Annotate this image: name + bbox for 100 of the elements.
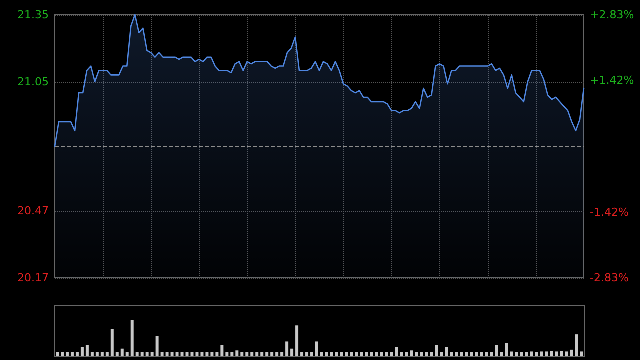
bar [96,352,99,356]
bar [120,348,124,356]
bar [240,352,244,356]
bar [545,352,548,356]
y2-tick-label: +2.83% [590,8,634,22]
bar [375,352,378,356]
bar [395,347,398,356]
bar [150,352,154,356]
bar [480,352,484,356]
bar [470,352,474,356]
y-tick-label: 20.47 [18,204,49,218]
bar [500,352,504,356]
bar [355,352,358,356]
bar [70,352,74,356]
y2-tick-label: +1.42% [590,74,634,88]
bar [320,352,324,356]
bar [415,352,418,356]
bar [136,352,139,356]
bar [176,352,179,356]
bar [490,352,494,356]
bar [510,352,514,356]
bar [100,352,104,356]
y-tick-label: 20.17 [18,272,49,284]
bar [345,352,348,356]
bar [60,352,64,356]
bar [86,345,89,356]
bar [340,352,344,356]
bar [555,352,558,356]
bar [515,352,518,356]
bar [116,352,119,356]
bar [390,352,394,356]
bar [400,352,404,356]
bar [290,348,294,356]
bar [485,352,488,356]
bar [445,347,448,356]
bar [465,352,468,356]
bar [170,352,174,356]
bar [335,352,338,356]
bar [540,352,544,356]
y-tick-label: 21.35 [18,8,49,22]
bar [126,352,129,356]
bar [570,350,574,356]
bar [560,351,564,356]
bar [425,352,428,356]
bar [565,352,568,356]
bar [230,352,234,356]
y2-tick-label: -1.42% [590,206,629,219]
bar [440,352,444,356]
bar [300,352,304,356]
bar [160,352,164,356]
bar [420,352,424,356]
bar [216,352,219,356]
bar [580,352,584,356]
bar [256,352,259,356]
bar [306,352,309,356]
bar [110,329,114,356]
bar [210,352,214,356]
bar [196,352,199,356]
bar [316,342,319,356]
bar [260,352,264,356]
bar [495,345,498,356]
bar [270,352,274,356]
bar [250,352,254,356]
bar [575,334,578,356]
bar [130,320,134,356]
bar [140,352,144,356]
bar [370,352,374,356]
y-tick-label: 21.05 [18,75,49,88]
bar [350,352,354,356]
bar [550,351,554,356]
bar [530,352,534,356]
bar [66,352,69,356]
bar [360,352,364,356]
bar [280,352,284,356]
bar [310,352,314,356]
bar [76,352,79,356]
bar [80,347,84,356]
bar [266,352,269,356]
bar [325,352,328,356]
bar [286,342,289,356]
bar [206,352,209,356]
bar [435,345,438,356]
bar [410,350,414,356]
bar [385,352,388,356]
bar [405,352,408,356]
bar [156,336,159,356]
bar [146,352,149,356]
bar [200,352,204,356]
bar [535,352,538,356]
bar [475,352,478,356]
bar [166,352,169,356]
bar [330,352,334,356]
bar [505,344,508,356]
y2-tick-label: -2.83% [590,272,629,284]
bar [56,352,59,356]
bar [226,352,229,356]
bar [180,352,184,356]
bar [296,326,299,356]
bar [430,352,434,356]
bar [236,350,239,356]
